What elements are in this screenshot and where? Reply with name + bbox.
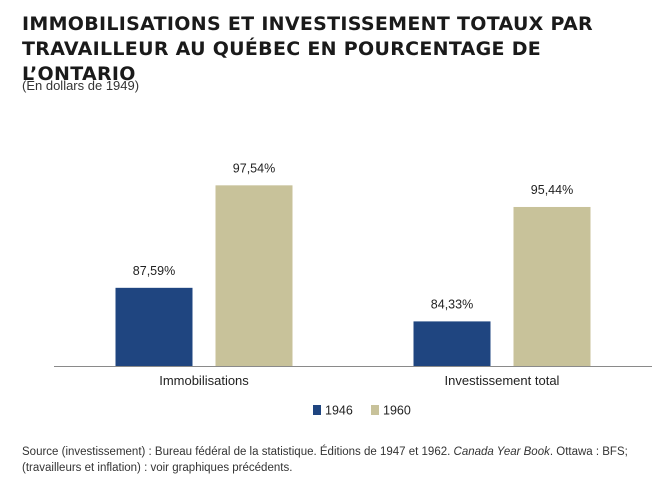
- source-note-part-2: . Ottawa : BFS; (travailleurs et inflati…: [22, 446, 628, 474]
- bar-1960-1: [215, 185, 293, 366]
- legend-swatch-1946: [313, 405, 321, 415]
- chart-subtitle: (En dollars de 1949): [22, 78, 140, 93]
- source-note: Source (investissement) : Bureau fédéral…: [22, 444, 652, 476]
- source-note-italic: Canada Year Book: [453, 446, 550, 458]
- data-label-1960-2: 95,44%: [531, 183, 573, 197]
- source-note-part-1: Source (investissement) : Bureau fédéral…: [22, 446, 454, 458]
- chart-title-line-1: IMMOBILISATIONS ET INVESTISSEMENT TOTAUX…: [22, 13, 593, 35]
- category-label-2: Investissement total: [445, 373, 560, 388]
- data-label-1946-1: 87,59%: [133, 264, 175, 278]
- legend-swatch-1960: [371, 405, 379, 415]
- chart-title-line-2: TRAVAILLEUR AU QUÉBEC EN POURCENTAGE DE …: [22, 38, 542, 85]
- legend-label-1960: 1960: [383, 404, 411, 418]
- bar-1946-1: [115, 287, 193, 366]
- data-label-1946-2: 84,33%: [431, 297, 473, 311]
- data-label-1960-1: 97,54%: [233, 161, 275, 175]
- bar-1946-2: [413, 321, 491, 366]
- bar-1960-2: [513, 206, 591, 366]
- legend-label-1946: 1946: [325, 404, 353, 418]
- category-label-1: Immobilisations: [159, 373, 249, 388]
- chart-title: IMMOBILISATIONS ET INVESTISSEMENT TOTAUX…: [22, 12, 652, 87]
